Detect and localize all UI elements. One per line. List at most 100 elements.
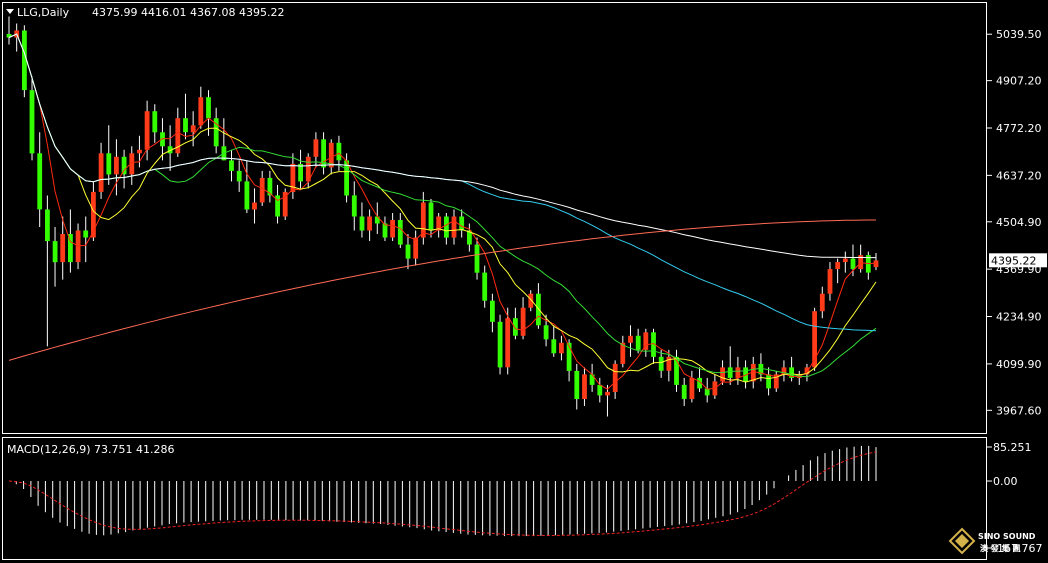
candle: [873, 252, 879, 271]
candle: [397, 212, 403, 249]
candle-body-down: [651, 332, 656, 357]
candle: [22, 25, 27, 98]
candle: [827, 262, 833, 301]
candle: [183, 93, 188, 140]
dropdown-triangle-icon[interactable]: [6, 9, 14, 14]
candle-body-up: [528, 293, 534, 308]
candle-body-up: [781, 367, 787, 375]
candle-body-down: [444, 216, 449, 238]
candle: [781, 360, 787, 382]
candle-body-up: [666, 356, 672, 371]
candle: [382, 216, 388, 242]
candle: [428, 198, 434, 238]
macd-panel-frame: [2, 437, 987, 560]
candle: [351, 181, 357, 231]
candle-body-up: [819, 293, 825, 312]
moving-average-lines: [8, 33, 877, 390]
candle-body-up: [198, 97, 204, 126]
candle: [628, 325, 633, 357]
sino-sound-logo: SINO SOUND 澳 發 集 團: [948, 527, 1036, 555]
macd-tick-label: 0.00: [993, 475, 1018, 488]
candle: [551, 325, 557, 357]
candle-body-down: [152, 111, 158, 133]
current-price-tag: 4395.22: [989, 253, 1047, 268]
candle-body-down: [766, 374, 771, 389]
price-tick-label: 3967.60: [996, 404, 1042, 417]
candle-body-up: [252, 202, 257, 210]
candle: [275, 184, 280, 224]
candle: [114, 139, 119, 196]
candle: [6, 16, 12, 45]
candle-body-down: [727, 367, 733, 378]
candle-body-up: [305, 156, 311, 182]
candle-body-down: [321, 139, 326, 168]
macd-label: MACD(12,26,9) 73.751 41.286: [7, 443, 175, 456]
candle-body-up: [420, 202, 426, 238]
candle-body-down: [551, 339, 557, 354]
macd-tick-label: 85.251: [993, 441, 1032, 454]
price-tick-label: 4099.90: [996, 358, 1042, 371]
candle: [244, 160, 250, 213]
candle: [651, 328, 656, 364]
candle-body-up: [328, 142, 334, 168]
candle: [750, 356, 756, 389]
candle-body-down: [635, 335, 641, 350]
macd-layer: [8, 445, 877, 537]
macd-axis: 85.251 0.00 -167.767: [987, 441, 1042, 555]
candle-body-up: [582, 374, 587, 399]
candles-layer: [6, 16, 879, 417]
candle: [674, 349, 679, 392]
candle-body-down: [229, 160, 234, 171]
candle: [658, 349, 664, 378]
candle: [589, 363, 595, 392]
candle: [467, 223, 472, 252]
candle: [819, 286, 825, 319]
candle-body-up: [91, 191, 96, 238]
candle-body-up: [858, 255, 864, 270]
candle-body-down: [344, 160, 349, 196]
candle-body-down: [267, 177, 273, 196]
price-tick-label: 4772.20: [996, 122, 1042, 135]
candle: [858, 244, 864, 273]
candle: [290, 153, 296, 199]
candle-body-down: [236, 170, 242, 182]
candle-body-down: [183, 118, 188, 133]
candle-body-down: [37, 153, 43, 210]
candle-body-up: [873, 260, 879, 268]
candle-body-up: [114, 156, 119, 175]
candle-body-down: [482, 272, 488, 301]
candle: [405, 234, 411, 270]
candle-body-up: [559, 342, 564, 354]
price-tick-label: 4907.20: [996, 75, 1042, 88]
candle-body-up: [689, 377, 695, 399]
candle: [436, 212, 442, 238]
candle: [282, 188, 288, 220]
candle-body-down: [574, 370, 580, 399]
candle-body-down: [459, 216, 465, 231]
candle-body-up: [827, 269, 833, 294]
candle: [129, 146, 135, 185]
candle-body-up: [773, 374, 779, 389]
main-panel-frame: [2, 2, 987, 434]
candle-body-down: [121, 156, 127, 175]
candle-body-down: [6, 34, 12, 38]
candle-body-up: [605, 391, 610, 396]
candle-body-up: [390, 220, 395, 238]
symbol-label: LLG,Daily: [17, 6, 70, 19]
candle-body-up: [98, 153, 104, 192]
ma10-line: [8, 33, 877, 383]
candle-body-down: [397, 220, 403, 245]
candle-body-down: [351, 195, 357, 217]
candle: [152, 104, 158, 143]
candle-body-up: [175, 118, 181, 154]
candle: [367, 209, 372, 242]
candle-body-up: [282, 191, 288, 217]
candle-body-down: [336, 142, 342, 161]
candle-body-up: [367, 216, 372, 231]
candle-body-down: [45, 209, 50, 242]
candle: [727, 346, 733, 385]
candle: [597, 377, 603, 403]
candle: [444, 212, 449, 245]
candle-body-up: [612, 363, 618, 392]
